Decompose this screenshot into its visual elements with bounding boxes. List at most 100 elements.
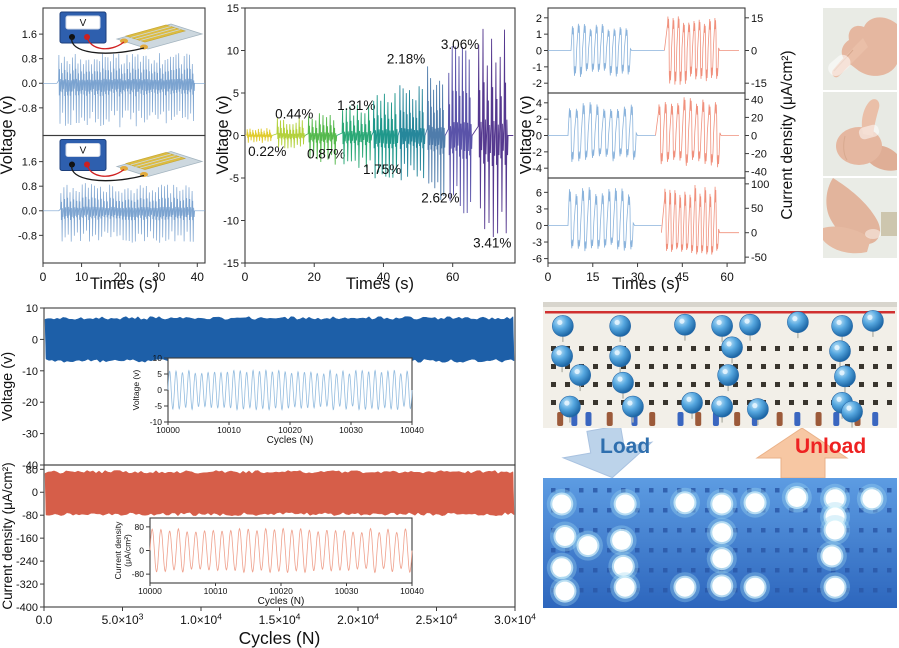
strain-label: 0.44% [275,107,313,122]
led-highlight [867,314,873,320]
breadboard-hole [733,382,738,387]
breadboard-hole [649,508,654,513]
breadboard-hole [551,588,556,593]
current-waveform [655,97,739,168]
breadboard-hole [635,382,640,387]
photo-thumb-bending [823,92,897,176]
x-tick-label: 60 [720,270,734,284]
chart-label: 3 [139,611,144,621]
breadboard-hole [873,568,878,573]
axis-tick [130,153,171,166]
dense-band [44,470,515,517]
breadboard-hole [747,548,752,553]
y-tick-label: 10 [26,303,38,315]
wire-terminal [557,412,564,426]
breadboard-hole [579,528,584,533]
led-lit [787,488,807,507]
breadboard-hole [733,528,738,533]
led-highlight [726,341,732,347]
breadboard-hole [663,400,668,405]
breadboard-hole [775,382,780,387]
x-tick-label: 0 [242,270,249,284]
wire-terminal [695,412,702,426]
voltmeter-screen [65,15,101,30]
wire-terminal [833,412,840,426]
led-unlit [841,400,863,423]
led-highlight [846,405,852,411]
strain-waveform [244,128,273,143]
x-tick-label: 45 [676,270,690,284]
y-tick-label: 100 [751,179,769,191]
x-tick-label: 0 [545,270,552,284]
breadboard-hole [789,364,794,369]
breadboard-hole [775,508,780,513]
x-tick-label: 10020 [278,425,302,435]
x-tick-label: 20 [308,270,322,284]
breadboard-hole [607,488,612,493]
wire-terminal [776,412,783,426]
breadboard-hole [705,548,710,553]
y-tick-label: 0 [751,130,757,142]
breadboard-hole [733,364,738,369]
breadboard-hole [747,382,752,387]
y-tick-label: -5 [229,173,239,185]
led-unlit [559,395,581,418]
breadboard-hole [607,588,612,593]
breadboard-hole [747,346,752,351]
photo-elbow-bending [823,178,897,258]
led-lit [615,577,635,597]
strain-label: 2.18% [387,51,425,66]
breadboard-hole [635,548,640,553]
breadboard-hole [719,568,724,573]
breadboard-hole [803,588,808,593]
y-tick-label: 1.6 [22,29,37,41]
x-tick-label: 10020 [269,586,293,596]
breadboard-hole [859,528,864,533]
breadboard-hole [887,382,892,387]
breadboard-hole [593,364,598,369]
chart-label: 4 [217,611,222,621]
x-tick-label: 5.0×103 [102,611,144,627]
breadboard-hole [789,382,794,387]
breadboard-hole [789,508,794,513]
breadboard-hole [705,568,710,573]
y-tick-label: -50 [751,252,767,264]
y-axis-label: Current density (μA/cm²) [0,462,15,609]
voltmeter-label: V [80,18,87,29]
sensor-film [865,229,881,239]
breadboard-hole [677,382,682,387]
breadboard-hole [705,508,710,513]
breadboard-hole [887,400,892,405]
breadboard-hole [565,364,570,369]
arrows-svg [561,428,849,478]
breadboard-hole [747,488,752,493]
x-tick-label: 2.5×104 [416,611,458,627]
wire-red [86,164,125,177]
y-tick-label: -80 [22,510,38,522]
breadboard-hole [551,400,556,405]
breadboard-hole [789,346,794,351]
breadboard-hole [887,346,892,351]
breadboard-hole [663,508,668,513]
y-tick-label: 80 [135,522,145,532]
led-unlit [829,340,851,362]
breadboard-hole [649,364,654,369]
breadboard-hole [635,568,640,573]
chart-label: 2.5×10 [416,613,453,627]
axis-tick [130,26,171,38]
led-lit [552,494,572,514]
breadboard-hole [621,488,626,493]
breadboard-hole [789,528,794,533]
board-unlit-svg [543,302,897,428]
y-tick-label: -80 [132,569,145,579]
chart-label: 4 [374,611,379,621]
y-tick-label: 0 [751,45,757,57]
breadboard-hole [803,528,808,533]
inset-waveform [149,527,413,574]
breadboard-hole [677,528,682,533]
breadboard-hole [663,488,668,493]
forearm-shape [823,226,871,254]
y-tick-label: 0.8 [22,181,37,193]
sensor-film [858,124,880,140]
breadboard-hole [579,488,584,493]
